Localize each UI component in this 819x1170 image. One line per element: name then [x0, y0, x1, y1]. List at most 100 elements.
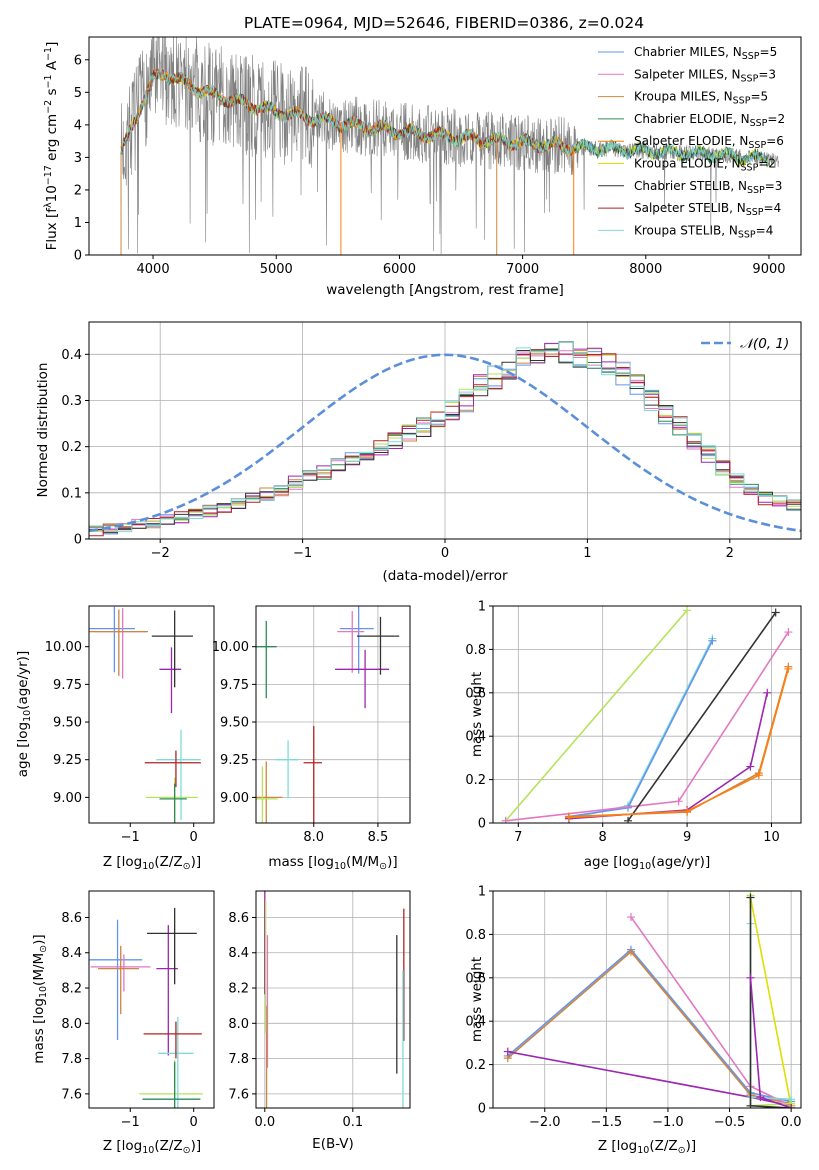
x-axis-label-part: 10 — [142, 1145, 154, 1156]
legend-label: 𝒩(0, 1) — [740, 336, 789, 352]
plot-area — [89, 907, 203, 1108]
y-axis-label: mass weight — [469, 957, 485, 1042]
legend-label-part: Chabrier MILES, N — [634, 45, 742, 59]
y-axis-label-part: 10 — [38, 986, 49, 998]
plot-area — [89, 341, 801, 537]
y-tick-label: 0 — [74, 249, 82, 264]
legend-label: Salpeter MILES, NSSP=3 — [634, 67, 776, 84]
weight-marker — [683, 807, 692, 816]
x-axis-label-part: age [log — [584, 854, 639, 870]
y-axis-label-part: age [log — [15, 722, 31, 777]
legend-label: Salpeter STELIB, NSSP=4 — [634, 201, 781, 218]
plot-area — [264, 891, 405, 1108]
plot-area — [120, 37, 780, 255]
legend-label-part: =4 — [764, 201, 782, 215]
y-axis-label-part: f — [44, 207, 60, 213]
y-axis-label-part: 10 — [44, 185, 60, 202]
x-axis-label-part: ⊙ — [379, 861, 387, 872]
legend-label-part: SSP — [748, 140, 766, 151]
y-tick-label: 0.6 — [465, 971, 486, 986]
legend-label-part: SSP — [746, 207, 764, 218]
y-tick-label: 9.25 — [53, 753, 82, 768]
legend-label-part: Kroupa MILES, N — [634, 90, 733, 104]
weight-series — [568, 640, 714, 818]
weight-marker — [763, 688, 772, 697]
legend-label: Chabrier ELODIE, NSSP=2 — [634, 112, 785, 129]
legend-label-part: =3 — [765, 179, 783, 193]
y-tick-label: 0.4 — [465, 1015, 486, 1030]
weight-marker — [683, 606, 692, 615]
x-axis-label-part: ⊙ — [183, 1145, 191, 1156]
legend-label-part: SSP — [747, 185, 765, 196]
y-tick-label: 0.2 — [465, 1058, 486, 1073]
normal-curve — [89, 353, 801, 533]
legend-label: Chabrier STELIB, NSSP=3 — [634, 179, 782, 196]
weight-series — [505, 609, 688, 822]
y-axis-label: mass weight — [469, 672, 485, 757]
x-axis-label: Z [log10(Z/Z⊙)] — [103, 854, 201, 872]
y-tick-label: 8.0 — [61, 1017, 82, 1032]
x-tick-label: 10 — [763, 830, 780, 845]
y-tick-label: 9.50 — [220, 716, 249, 731]
y-axis-label-part: s — [44, 88, 60, 99]
weight-series — [630, 916, 792, 1107]
weight-marker — [626, 947, 635, 956]
y-tick-label: 1 — [478, 600, 486, 615]
x-tick-label: 7000 — [506, 262, 539, 277]
x-axis-label-part: Z [log — [103, 854, 142, 870]
x-tick-label: 0 — [441, 546, 449, 561]
panel-z-mass: −1 07.67.88.08.28.48.6Z [log10(Z/Z⊙)]mass… — [31, 890, 215, 1156]
legend-label-part: Chabrier STELIB, N — [634, 179, 747, 193]
legend-label: Kroupa STELIB, NSSP=4 — [634, 223, 773, 240]
x-tick-label: −2.0 — [529, 1115, 561, 1130]
weight-marker — [674, 797, 683, 806]
x-tick-label: 8.5 — [368, 830, 389, 845]
x-tick-label: 0.0 — [254, 1115, 275, 1130]
x-tick-label: −0.5 — [714, 1115, 746, 1130]
x-axis-label: wavelength [Angstrom, rest frame] — [326, 282, 564, 298]
legend-label-part: =6 — [766, 134, 784, 148]
legend-label-part: Kroupa ELODIE, N — [634, 157, 741, 171]
x-tick-label: 6000 — [383, 262, 416, 277]
y-tick-label: 9.25 — [220, 753, 249, 768]
legend-label-part: =5 — [760, 45, 778, 59]
x-axis-label-part: 10 — [637, 1145, 649, 1156]
weight-marker — [746, 762, 755, 771]
x-tick-label: −1.0 — [652, 1115, 684, 1130]
x-axis-label-part: 10 — [334, 861, 346, 872]
legend-label-part: Kroupa STELIB, N — [634, 223, 738, 237]
weight-marker — [501, 816, 510, 823]
axes-frame — [88, 890, 215, 1109]
weight-series — [568, 638, 714, 820]
legend-label: Salpeter ELODIE, NSSP=6 — [634, 134, 784, 151]
y-tick-label: 0 — [74, 533, 82, 548]
x-axis-label: (data-model)/error — [382, 568, 508, 584]
y-axis-label-part: )] — [31, 934, 47, 945]
y-tick-label: 0.3 — [61, 394, 82, 409]
legend-label-part: SSP — [741, 163, 759, 174]
x-axis-label-part: ⊙ — [183, 861, 191, 872]
y-axis-label-part: ] — [44, 42, 60, 47]
y-tick-label: 7.6 — [228, 1087, 249, 1102]
x-tick-label: 5000 — [260, 262, 293, 277]
y-tick-label: 9.00 — [220, 791, 249, 806]
y-tick-label: 9.75 — [53, 678, 82, 693]
histogram-series — [89, 341, 801, 533]
y-axis-label-part: erg cm — [44, 114, 60, 165]
y-tick-label: 9.50 — [53, 716, 82, 731]
legend-label: Kroupa MILES, NSSP=5 — [634, 90, 768, 107]
y-tick-label: 0.8 — [465, 928, 486, 943]
x-tick-label: −1.5 — [591, 1115, 623, 1130]
y-axis-label-part: 10 — [22, 710, 33, 722]
y-tick-label: 9.00 — [53, 791, 82, 806]
legend-label: Chabrier MILES, NSSP=5 — [634, 45, 777, 62]
weight-marker — [503, 1047, 512, 1056]
y-tick-label: 0 — [478, 1102, 486, 1117]
legend-label-part: SSP — [750, 118, 768, 129]
weight-marker — [708, 636, 717, 645]
x-tick-label: 8000 — [629, 262, 662, 277]
legend-label-part: SSP — [738, 229, 756, 240]
